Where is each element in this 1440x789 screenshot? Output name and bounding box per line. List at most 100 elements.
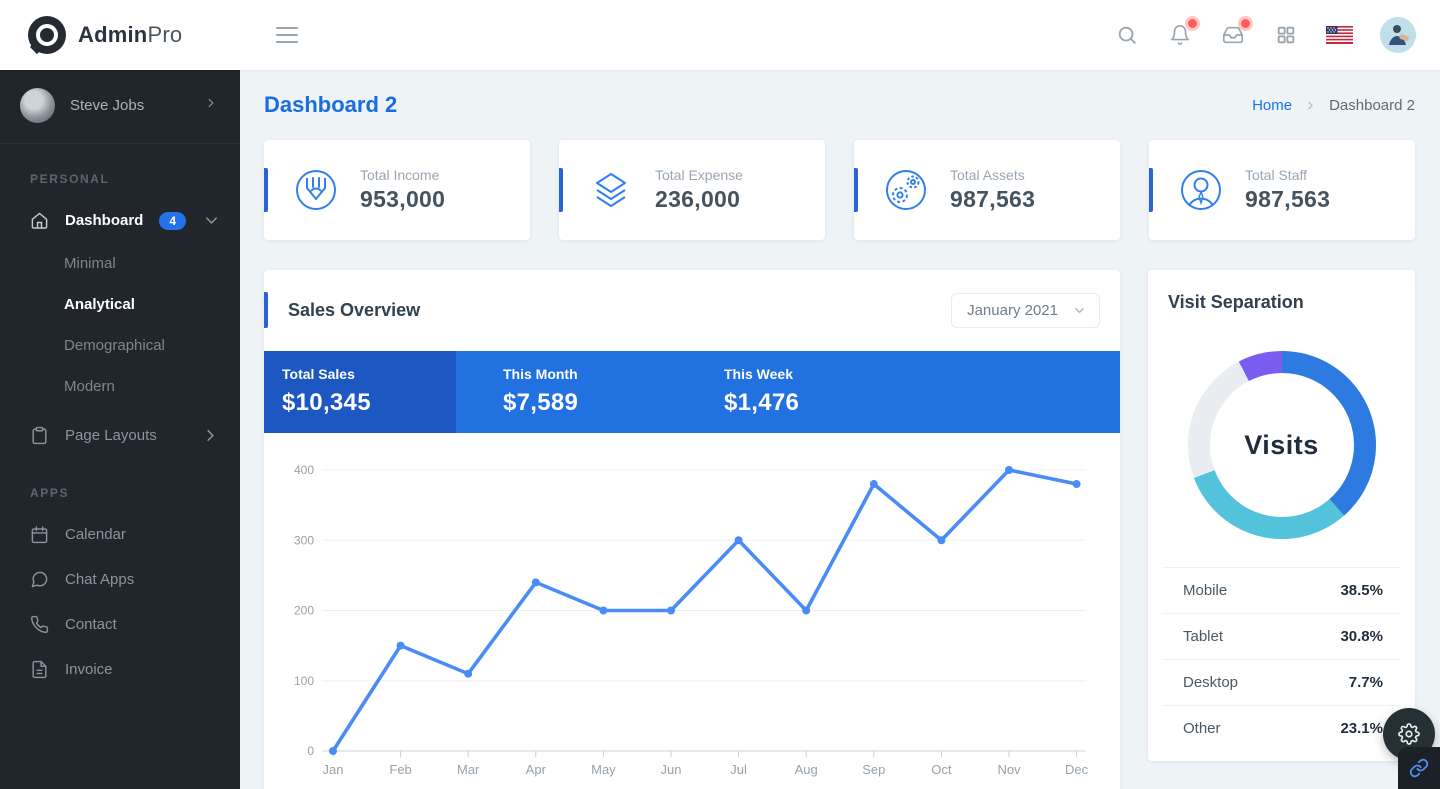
sidebar-item-label: Contact	[65, 616, 117, 633]
user-avatar[interactable]	[1380, 17, 1416, 53]
svg-text:Jun: Jun	[661, 762, 682, 777]
visit-separation-title: Visit Separation	[1168, 292, 1304, 312]
sidebar-item-label: Calendar	[65, 526, 126, 543]
search-icon[interactable]	[1114, 22, 1140, 48]
gear-icon	[1398, 723, 1420, 745]
link-icon	[1409, 758, 1429, 778]
summary-label: Total Sales	[282, 366, 355, 382]
gears-icon	[880, 164, 932, 216]
sidebar-item-label: Chat Apps	[65, 571, 135, 588]
legend-label: Mobile	[1183, 582, 1228, 599]
summary-label: This Month	[503, 366, 578, 382]
apps-grid-icon[interactable]	[1273, 22, 1299, 48]
notifications-bell-icon[interactable]	[1167, 19, 1197, 48]
sidebar: Steve Jobs PERSONAL Dashboard 4 Minimal …	[0, 70, 240, 789]
legend-row-desktop: Desktop 7.7%	[1162, 659, 1401, 705]
chevron-down-icon	[202, 211, 221, 230]
sidebar-item-label: Page Layouts	[65, 427, 157, 444]
period-select-value: January 2021	[967, 302, 1058, 319]
sidebar-subitem-minimal[interactable]: Minimal	[64, 255, 116, 272]
svg-text:Jul: Jul	[730, 762, 747, 777]
us-flag-icon[interactable]	[1326, 26, 1353, 44]
sales-overview-card: Sales Overview January 2021 Total Sales …	[264, 270, 1120, 789]
sidebar-subitem-analytical[interactable]: Analytical	[64, 296, 135, 313]
svg-text:Mar: Mar	[457, 762, 480, 777]
legend-row-tablet: Tablet 30.8%	[1162, 613, 1401, 659]
svg-text:Feb: Feb	[389, 762, 411, 777]
legend-value: 7.7%	[1348, 674, 1383, 691]
legend-label: Other	[1183, 720, 1221, 737]
hamburger-icon[interactable]	[276, 27, 298, 43]
summary-this-month: This Month $7,589	[456, 351, 677, 433]
sidebar-item-label: Invoice	[65, 661, 113, 678]
chevron-down-icon	[1072, 303, 1087, 318]
stat-label: Total Staff	[1245, 167, 1308, 183]
svg-text:300: 300	[294, 533, 314, 547]
brand-name-light: Pro	[147, 22, 183, 47]
chat-icon	[31, 571, 48, 588]
page-title: Dashboard 2	[264, 92, 398, 117]
brand-logo[interactable]: AdminPro	[0, 16, 240, 55]
sidebar-item-label: Dashboard	[65, 212, 144, 229]
stat-label: Total Income	[360, 167, 440, 183]
legend-row-other: Other 23.1%	[1162, 705, 1401, 751]
stat-card-total-assets: Total Assets 987,563	[854, 140, 1120, 240]
legend-row-mobile: Mobile 38.5%	[1162, 567, 1401, 613]
legend-value: 23.1%	[1340, 720, 1383, 737]
svg-text:200: 200	[294, 604, 314, 618]
legend-value: 38.5%	[1340, 582, 1383, 599]
sidebar-item-chat-apps[interactable]: Chat Apps	[0, 557, 240, 602]
summary-value: $1,476	[724, 389, 800, 416]
pen-circle-icon	[290, 164, 342, 216]
file-icon	[32, 660, 47, 679]
sidebar-subitem-modern[interactable]: Modern	[64, 378, 115, 395]
donut-center-label: Visits	[1244, 429, 1319, 460]
svg-text:0: 0	[307, 744, 314, 758]
svg-text:May: May	[591, 762, 616, 777]
phone-icon	[30, 615, 49, 634]
breadcrumb-home-link[interactable]: Home	[1252, 96, 1293, 114]
user-photo-avatar	[20, 88, 55, 123]
stat-card-total-income: Total Income 953,000	[264, 140, 530, 240]
stat-card-total-staff: Total Staff 987,563	[1149, 140, 1415, 240]
topbar-actions	[1114, 17, 1440, 53]
link-fab-button[interactable]	[1398, 747, 1440, 789]
calendar-icon	[31, 526, 48, 544]
stat-value: 987,563	[950, 186, 1036, 212]
summary-this-week: This Week $1,476	[677, 351, 898, 433]
breadcrumb: Home Dashboard 2	[1252, 97, 1415, 114]
stat-label: Total Assets	[950, 167, 1025, 183]
topbar: AdminPro	[0, 0, 1440, 70]
stat-value: 236,000	[655, 186, 741, 212]
stat-label: Total Expense	[655, 167, 743, 183]
sidebar-item-contact[interactable]: Contact	[0, 602, 240, 647]
person-circle-icon	[1175, 164, 1227, 216]
brand-name: AdminPro	[78, 22, 182, 48]
clipboard-icon	[32, 426, 47, 445]
svg-text:400: 400	[294, 463, 314, 477]
sidebar-user[interactable]: Steve Jobs	[0, 70, 240, 144]
sales-overview-header: Sales Overview January 2021	[264, 270, 1120, 351]
section-label-apps: APPS	[30, 486, 70, 500]
sidebar-subitem-demographical[interactable]: Demographical	[64, 337, 165, 354]
stat-card-total-expense: Total Expense 236,000	[559, 140, 825, 240]
period-select[interactable]: January 2021	[951, 293, 1100, 328]
svg-text:100: 100	[294, 674, 314, 688]
svg-text:Dec: Dec	[1065, 762, 1089, 777]
stat-value: 953,000	[360, 186, 446, 212]
legend-value: 30.8%	[1340, 628, 1383, 645]
sidebar-item-invoice[interactable]: Invoice	[0, 647, 240, 692]
messages-inbox-icon[interactable]	[1220, 19, 1250, 48]
page-header: Dashboard 2 Home Dashboard 2	[264, 70, 1415, 140]
legend-label: Tablet	[1183, 628, 1224, 645]
sidebar-item-dashboard[interactable]: Dashboard 4	[0, 198, 240, 243]
sidebar-item-page-layouts[interactable]: Page Layouts	[0, 413, 240, 458]
breadcrumb-current: Dashboard 2	[1329, 96, 1415, 114]
summary-total-sales: Total Sales $10,345	[264, 351, 456, 433]
layers-icon	[585, 164, 637, 216]
svg-text:Apr: Apr	[526, 762, 547, 777]
svg-text:Oct: Oct	[931, 762, 952, 777]
sidebar-item-calendar[interactable]: Calendar	[0, 512, 240, 557]
visits-donut-chart: Visits	[1187, 351, 1376, 539]
summary-value: $7,589	[503, 389, 579, 416]
